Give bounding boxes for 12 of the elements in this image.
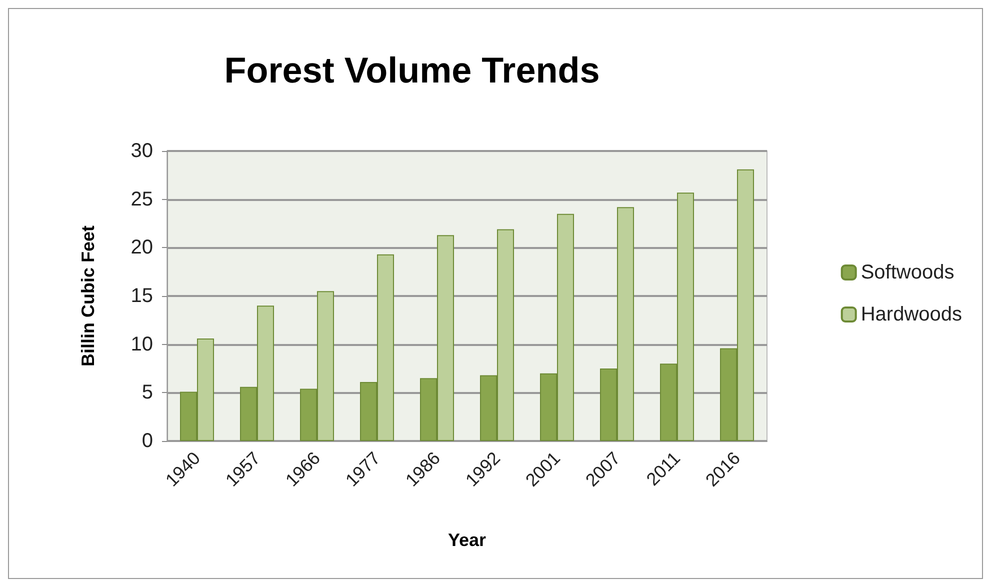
y-tick-label: 0: [142, 430, 153, 452]
legend-label: Softwoods: [860, 262, 954, 284]
y-tick-label: 25: [130, 188, 153, 210]
legend-label: Hardwoods: [860, 304, 962, 326]
chart-title: Forest Volume Trends: [224, 50, 600, 90]
y-tick-label: 20: [130, 236, 153, 259]
y-axis-title: Billin Cubic Feet: [78, 225, 98, 367]
x-axis-title: Year: [448, 530, 486, 550]
y-tick-label: 5: [142, 382, 153, 404]
y-tick-label: 30: [130, 140, 153, 162]
y-tick-label: 10: [130, 333, 153, 356]
y-tick-label: 15: [130, 285, 153, 307]
